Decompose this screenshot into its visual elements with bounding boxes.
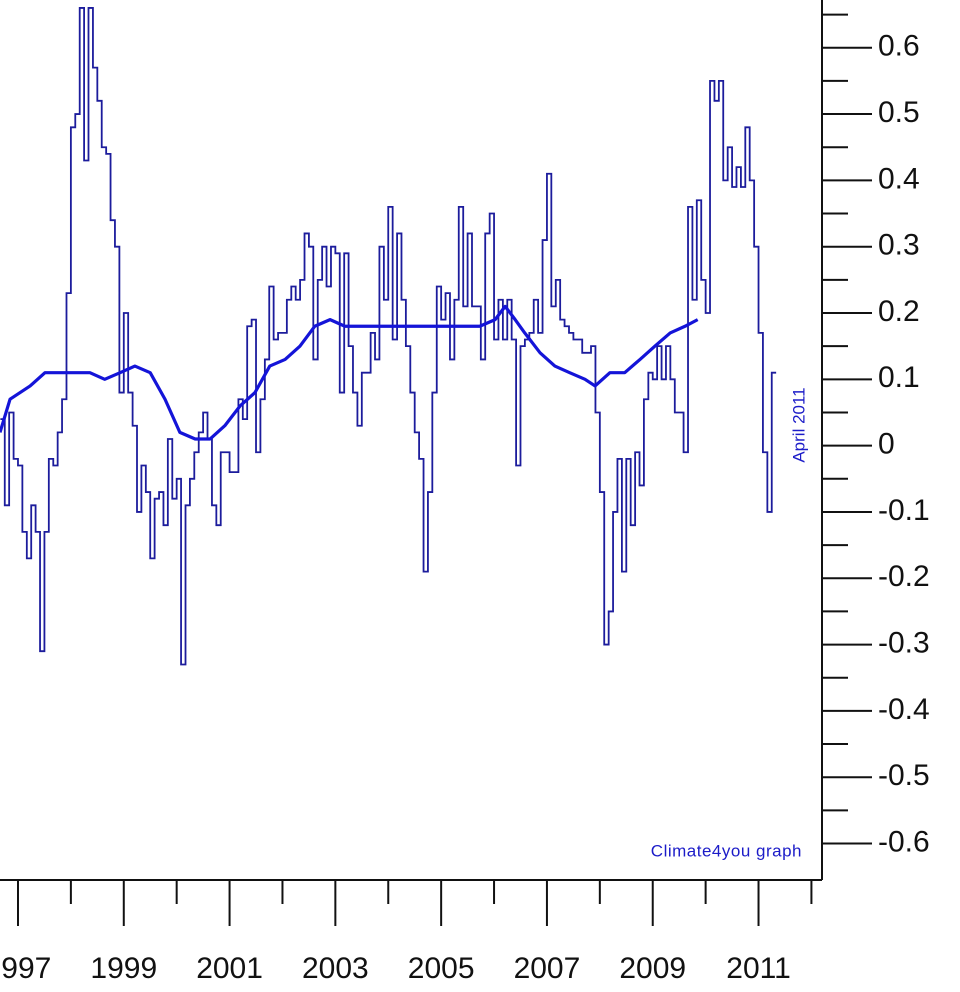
x-tick-label: 2001: [196, 952, 263, 985]
x-tick-label: 1997: [0, 952, 51, 985]
y-tick-label: 0.5: [878, 96, 920, 129]
y-tick-label: 0: [878, 428, 895, 461]
y-tick-label: -0.5: [878, 759, 930, 792]
x-tick-label: 1999: [90, 952, 157, 985]
x-tick-label: 2009: [619, 952, 686, 985]
y-tick-label: 0.6: [878, 30, 920, 63]
y-tick-label: -0.6: [878, 825, 930, 858]
running-mean-line: [0, 304, 699, 441]
y-tick-label: -0.4: [878, 693, 930, 726]
y-tick-label: 0.2: [878, 295, 920, 328]
y-tick-label: 0.1: [878, 361, 920, 394]
y-tick-label: -0.3: [878, 627, 930, 660]
y-tick-label: -0.1: [878, 494, 930, 527]
monthly-line: [0, 7, 777, 666]
y-tick-label: -0.2: [878, 560, 930, 593]
x-tick-label: 2003: [302, 952, 369, 985]
x-tick-label: 2011: [726, 952, 791, 985]
y-tick-label: 0.3: [878, 229, 920, 262]
annotation: April 2011: [789, 387, 808, 462]
x-tick-label: 2005: [408, 952, 475, 985]
y-tick-label: 0.4: [878, 162, 920, 195]
x-tick-label: 2007: [514, 952, 581, 985]
annotation: Climate4you graph: [651, 841, 802, 860]
